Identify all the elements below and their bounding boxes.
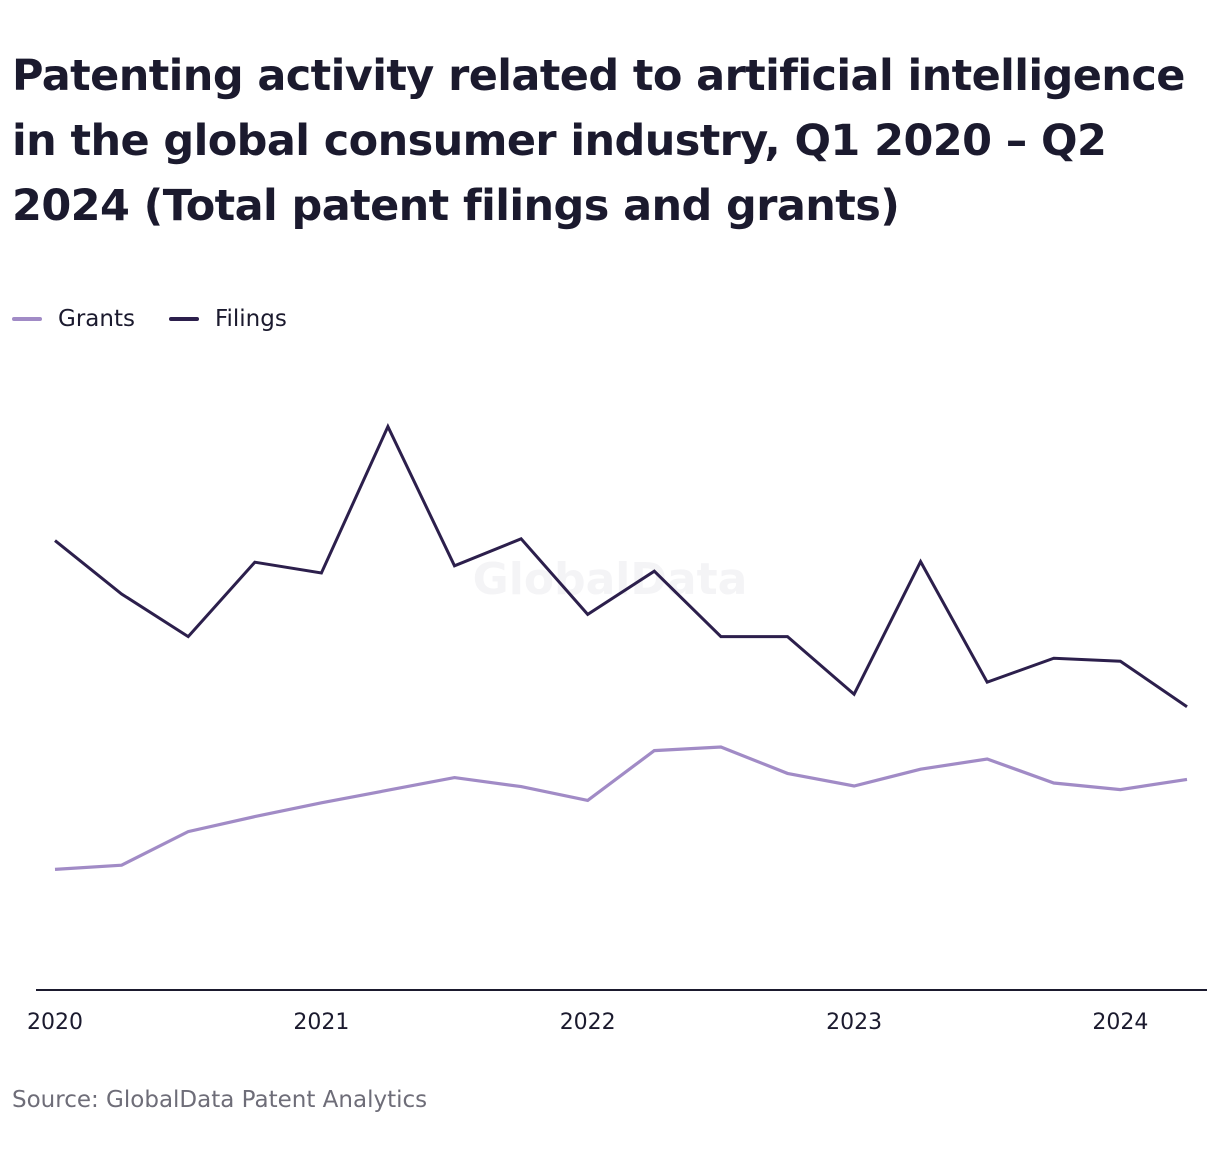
legend-swatch-grants	[12, 317, 42, 321]
series-line-filings	[54, 423, 1188, 709]
x-tick-label: 2021	[293, 1010, 349, 1035]
line-chart: GlobalData 2020 2021 2022 2023 2024	[27, 423, 1207, 1035]
source-note: Source: GlobalData Patent Analytics	[12, 1087, 428, 1113]
x-tick-label: 2020	[27, 1010, 83, 1035]
x-axis-ticks: 2020 2021 2022 2023 2024	[27, 1010, 1148, 1035]
legend-swatch-filings	[168, 317, 199, 321]
legend-label-filings: Filings	[214, 306, 287, 332]
chart-legend: Grants Filings	[12, 306, 321, 332]
legend-item-filings: Filings	[168, 306, 287, 332]
x-tick-label: 2022	[560, 1010, 616, 1035]
x-tick-label: 2023	[826, 1010, 882, 1035]
legend-label-grants: Grants	[58, 306, 135, 332]
series-line-grants	[54, 745, 1188, 871]
x-tick-label: 2024	[1092, 1010, 1148, 1035]
series-layer	[54, 423, 1188, 871]
watermark: GlobalData	[473, 554, 748, 605]
chart-title: Patenting activity related to artificial…	[12, 51, 1185, 231]
legend-item-grants: Grants	[12, 306, 135, 332]
